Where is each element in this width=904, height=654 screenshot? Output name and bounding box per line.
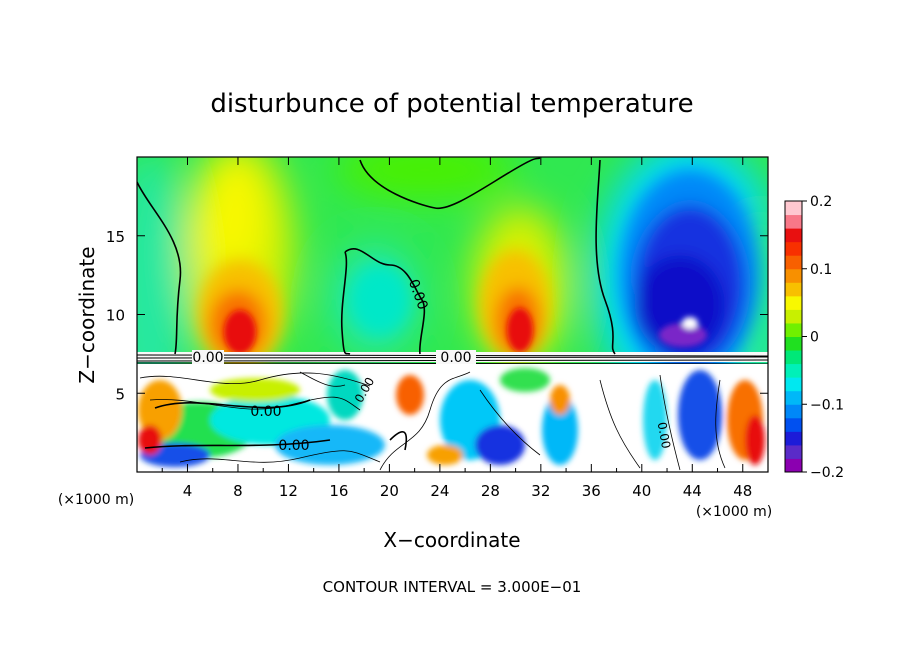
colorbar [785, 201, 802, 473]
colorbar-swatch [785, 241, 802, 256]
colorbar-swatch [785, 295, 802, 310]
colorbar-swatch [785, 309, 802, 324]
colorbar-tick-label: 0.1 [810, 262, 832, 278]
y-axis: 5 10 15 [106, 228, 768, 403]
contour-label: 0.00 [278, 438, 309, 454]
colorbar-swatch [785, 336, 802, 351]
colorbar-swatch [785, 322, 802, 337]
colorbar-swatch [785, 228, 802, 243]
y-tick-label: 15 [106, 228, 125, 246]
colorbar-swatch [785, 201, 802, 216]
x-tick-label: 36 [582, 482, 601, 500]
contour-label: 0.00 [440, 350, 471, 366]
x-tick-label: 32 [531, 482, 550, 500]
colorbar-swatch [785, 255, 802, 270]
colorbar-tick-label: −0.1 [810, 397, 844, 413]
x-unit-left: (×1000 m) [58, 492, 134, 508]
x-tick-label: 24 [430, 482, 449, 500]
x-tick-label: 8 [233, 482, 243, 500]
x-tick-label: 40 [632, 482, 651, 500]
plot-area: 0.00 0.00 0.00 0.00 0.00 0.00 0.00 [137, 157, 768, 472]
colorbar-swatch [785, 458, 802, 473]
colorbar-swatch [785, 282, 802, 297]
x-tick-label: 4 [183, 482, 193, 500]
x-unit-right: (×1000 m) [696, 504, 772, 520]
x-tick-label: 20 [380, 482, 399, 500]
x-axis: 4 8 12 16 20 24 28 32 36 40 44 48 [161, 157, 752, 500]
x-axis-label: X−coordinate [383, 528, 520, 552]
x-tick-label: 44 [683, 482, 702, 500]
colorbar-swatch [785, 444, 802, 459]
colorbar-swatch [785, 377, 802, 392]
upper-field [137, 157, 768, 450]
y-axis-label: Z−coordinate [75, 246, 99, 383]
colorbar-tick-label: 0 [810, 330, 819, 346]
contour-interval-note: CONTOUR INTERVAL = 3.000E−01 [323, 578, 582, 596]
chart-title: disturbunce of potential temperature [210, 89, 693, 119]
y-tick-label: 10 [106, 307, 125, 325]
colorbar-swatch [785, 350, 802, 365]
x-tick-label: 16 [329, 482, 348, 500]
contour-label: 0.00 [655, 421, 673, 450]
contour-label: 0.00 [192, 350, 223, 366]
x-tick-label: 48 [733, 482, 752, 500]
lower-field [137, 364, 768, 472]
colorbar-swatch [785, 214, 802, 229]
colorbar-swatch [785, 268, 802, 283]
colorbar-tick-label: 0.2 [810, 194, 832, 210]
x-tick-label: 12 [279, 482, 298, 500]
colorbar-labels: 0.2 0.1 0 −0.1 −0.2 [802, 194, 844, 481]
y-tick-label: 5 [115, 385, 125, 403]
colorbar-swatch [785, 404, 802, 419]
colorbar-swatch [785, 390, 802, 405]
colorbar-tick-label: −0.2 [810, 465, 844, 481]
colorbar-swatch [785, 363, 802, 378]
colorbar-swatch [785, 431, 802, 446]
x-tick-label: 28 [481, 482, 500, 500]
contour-lines [137, 157, 616, 451]
contour-label: 0.00 [250, 404, 281, 420]
colorbar-swatch [785, 417, 802, 432]
contour-labels: 0.00 0.00 0.00 0.00 0.00 0.00 0.00 [192, 277, 673, 454]
